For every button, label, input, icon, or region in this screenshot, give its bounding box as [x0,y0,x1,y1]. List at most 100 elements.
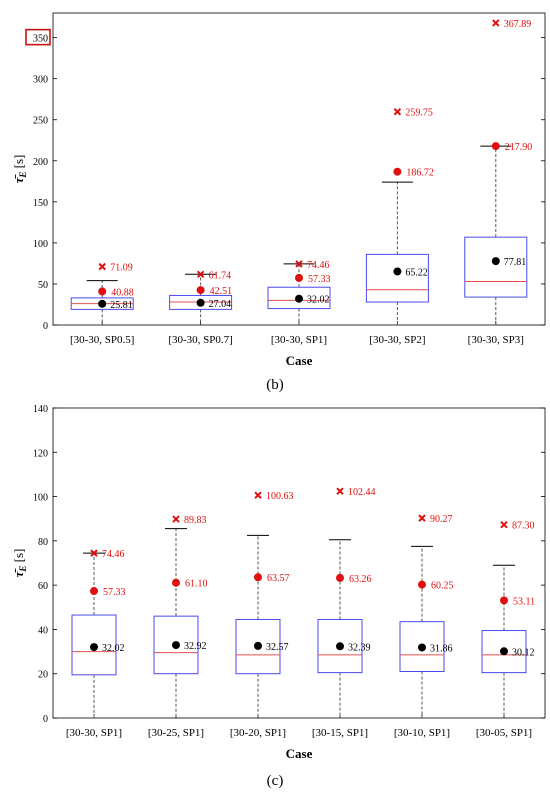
max-label: 71.09 [110,263,133,274]
max-label: 61.74 [209,270,232,281]
max-marker [98,262,106,271]
mean-marker [172,641,180,650]
red-dot-marker [295,273,303,282]
red-dot-marker [90,587,98,596]
mean-label: 27.04 [209,299,232,310]
red-dot-label: 60.25 [431,581,454,592]
box [399,621,445,673]
highlight-box [25,28,51,46]
mean-label: 32.39 [348,642,371,653]
boxplot-chart-c: 0 20 40 60 80 100 120 140 τ̄E [s] Case [30-30, SP1… [11,404,546,761]
mean-marker [254,641,262,650]
y-tick-label: 150 [33,198,48,209]
red-dot-label: 57.33 [308,274,331,285]
max-label: 259.75 [405,108,433,119]
y-tick-label: 140 [33,404,48,415]
y-axis-label: τ̄E [s] [11,549,28,578]
red-dot-label: 61.10 [185,579,208,590]
mean-label: 65.22 [405,267,428,278]
max-label: 90.27 [430,514,453,525]
mean-label: 25.81 [110,300,133,311]
mean-marker [295,294,303,303]
max-marker [295,260,303,268]
red-dot-marker [254,573,262,582]
red-dot-label: 53.11 [513,596,535,607]
mean-label: 77.81 [504,257,527,268]
red-dot-label: 186.72 [406,168,434,179]
plot-frame [52,407,546,719]
max-label: 87.30 [512,521,535,532]
y-tick-label: 0 [43,321,48,332]
max-label: 74.46 [102,549,125,560]
max-marker [172,515,180,523]
mean-marker [98,299,107,308]
max-label: 89.83 [184,515,207,526]
max-label: 367.89 [504,19,532,30]
box [71,614,117,676]
red-dot-label: 40.88 [111,287,134,298]
mean-label: 32.02 [102,643,125,654]
box [481,630,527,674]
red-dot-label: 57.33 [103,587,126,598]
mean-label: 32.57 [266,642,289,653]
red-dot-marker [491,142,500,151]
box [153,615,199,675]
y-tick-label: 0 [43,714,48,725]
y-tick-label: 100 [33,493,48,504]
max-marker [393,108,402,116]
max-label: 102.44 [348,487,376,498]
y-tick-label: 80 [38,537,48,548]
caption-c: (c) [266,773,284,789]
mean-label: 31.86 [430,643,453,654]
max-marker [336,487,344,495]
red-dot-marker [172,578,180,587]
red-dot-label: 42.51 [210,286,233,297]
caption-b: (b) [266,377,284,393]
y-tick-label: 300 [33,75,48,86]
red-dot-marker [196,286,205,295]
y-tick-label: 50 [38,280,48,291]
y-tick-label: 60 [38,581,48,592]
red-dot-marker [500,596,508,605]
x-tick-label: [30-30, SP1] [271,334,327,346]
mean-marker [393,267,402,276]
box [317,618,363,674]
x-tick-label: [30-15, SP1] [312,727,368,739]
box [464,236,528,298]
red-dot-marker [418,580,426,589]
mean-marker [90,643,98,652]
red-dot-marker [98,287,107,296]
red-dot-label: 217.90 [505,142,533,153]
y-axis-label: τ̄E [s] [11,155,28,184]
mean-label: 30.12 [512,647,535,658]
mean-label: 32.02 [307,295,330,306]
mean-label: 32.92 [184,641,207,652]
mean-marker [418,643,426,652]
red-dot-marker [393,167,402,176]
max-marker [500,520,508,529]
max-marker [196,270,205,279]
box [365,253,429,303]
max-marker [254,491,262,499]
x-tick-label: [30-10, SP1] [394,727,450,739]
mean-marker [196,298,205,307]
max-marker [418,514,426,522]
y-tick-label: 200 [33,157,48,168]
x-tick-label: [30-30, SP0.5] [70,334,134,346]
x-tick-label: [30-20, SP1] [230,727,286,739]
mean-marker [500,647,508,656]
x-axis-label: Case [286,746,313,761]
red-dot-label: 63.57 [267,573,290,584]
y-tick-label: 100 [33,239,48,250]
mean-marker [336,642,344,651]
max-marker [492,19,500,27]
x-axis-label: Case [286,353,313,368]
box [235,618,281,675]
box [267,286,331,310]
y-tick-label: 20 [38,670,48,681]
y-tick-label: 120 [33,448,48,459]
max-marker [90,549,98,557]
x-tick-label: [30-30, SP2] [369,334,425,346]
y-tick-label: 40 [38,625,48,636]
max-label: 100.63 [266,491,294,502]
